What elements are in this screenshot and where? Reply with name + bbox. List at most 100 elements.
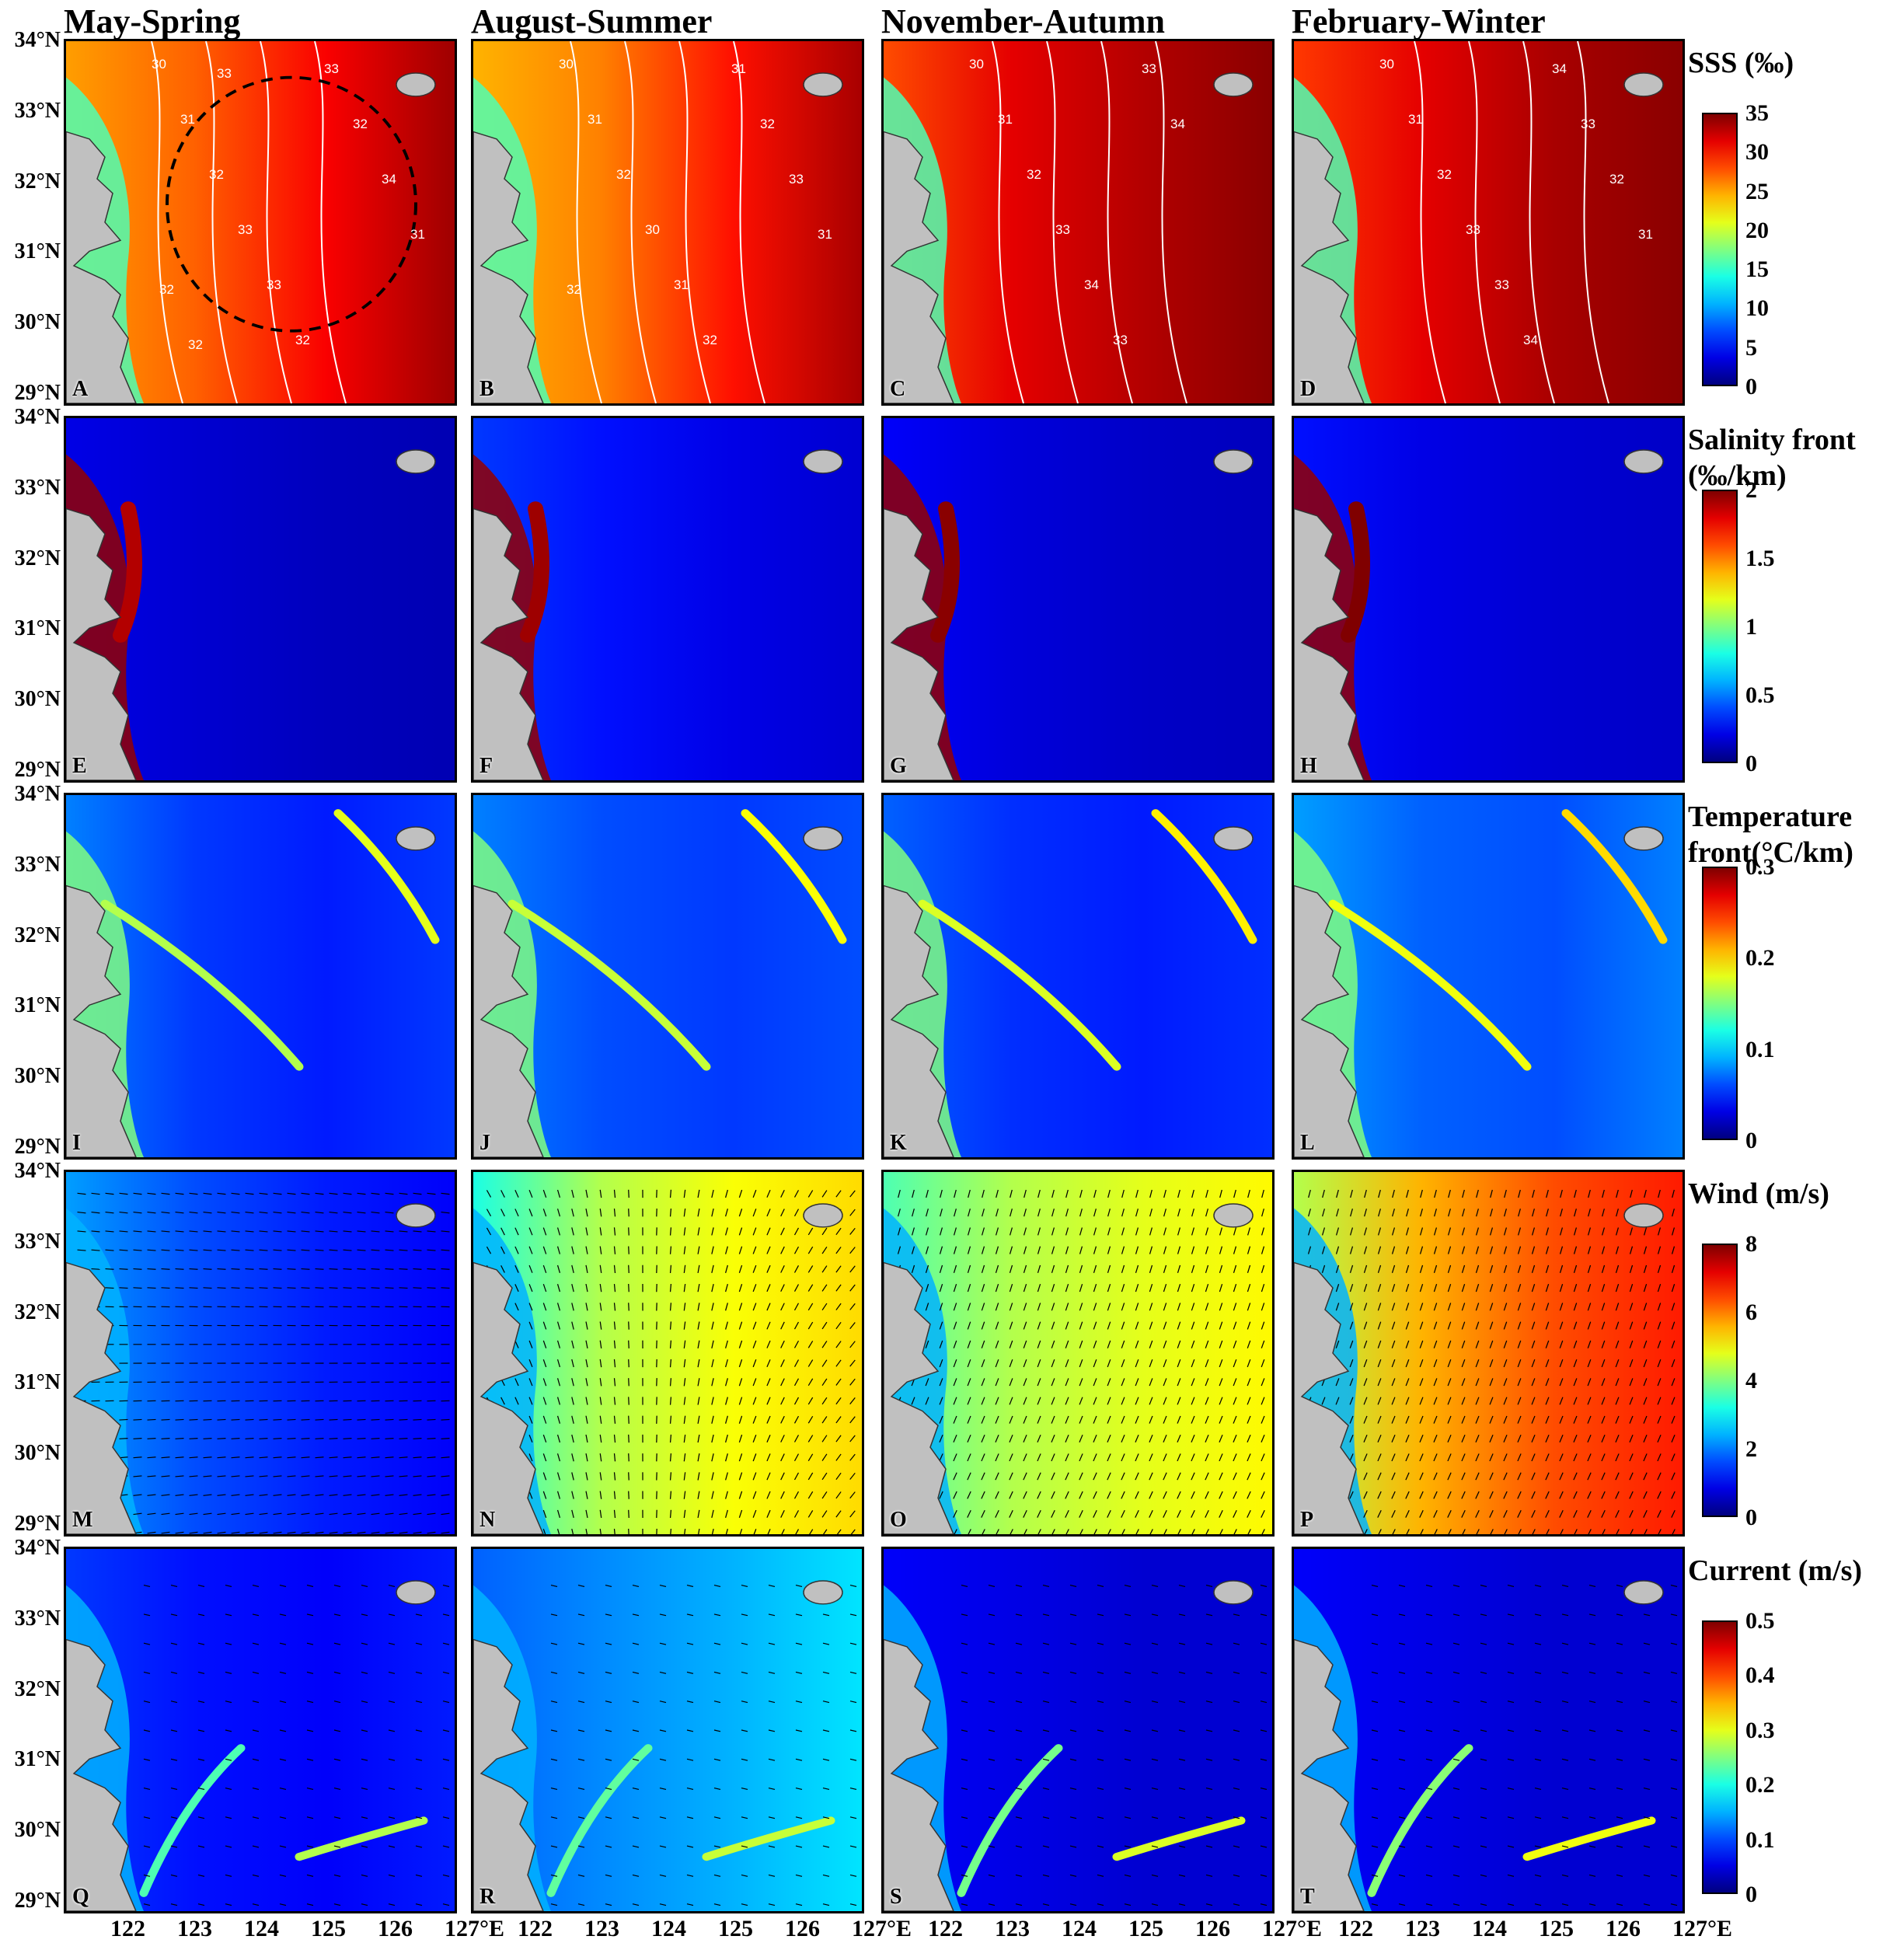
wind-arrow [585, 1246, 588, 1254]
wind-arrow [542, 1227, 547, 1236]
current-arrow [1097, 1701, 1104, 1704]
wind-arrow [315, 1531, 324, 1534]
wind-arrow [1461, 1434, 1466, 1442]
front-streak [1112, 1816, 1246, 1861]
field-background [884, 1172, 1272, 1534]
current-arrow [1015, 1787, 1023, 1790]
wind-arrow [1023, 1321, 1027, 1330]
wind-arrow [77, 1192, 86, 1195]
wind-arrow [1023, 1189, 1027, 1198]
wind-arrow [245, 1249, 254, 1251]
wind-arrow [1475, 1378, 1480, 1387]
current-arrow [1425, 1613, 1433, 1617]
wind-arrow [1475, 1340, 1480, 1348]
panel-label: A [72, 377, 89, 401]
wind-arrow [1489, 1246, 1494, 1254]
colorbar-tick: 10 [1745, 295, 1769, 322]
current-arrow [659, 1816, 667, 1819]
wind-arrow [133, 1512, 142, 1516]
mainland-land [884, 884, 954, 1157]
current-arrow [768, 1903, 776, 1906]
current-arrow [197, 1845, 205, 1848]
wind-arrow [683, 1283, 686, 1292]
wind-arrow [1503, 1321, 1508, 1330]
wind-arrow [697, 1283, 700, 1292]
current-arrow [333, 1816, 341, 1819]
wind-arrow [911, 1265, 915, 1273]
map-panel: G [881, 416, 1275, 783]
current-arrow [659, 1903, 667, 1906]
current-arrow [795, 1903, 803, 1906]
wind-arrow [1433, 1434, 1438, 1442]
wind-arrow [315, 1512, 324, 1516]
wind-arrow [1051, 1227, 1055, 1236]
wind-arrow [399, 1287, 408, 1289]
current-arrow [1178, 1874, 1186, 1877]
wind-arrow [683, 1265, 686, 1274]
wind-arrow [1205, 1415, 1209, 1424]
jeju-island [396, 1203, 436, 1228]
wind-arrow [329, 1287, 338, 1289]
wind-arrow [371, 1230, 380, 1233]
wind-arrow [835, 1453, 842, 1461]
current-arrow [1452, 1787, 1460, 1790]
wind-arrow [1149, 1472, 1153, 1481]
wind-arrow [1629, 1340, 1634, 1348]
current-arrow [1233, 1671, 1240, 1674]
wind-arrow [613, 1303, 616, 1311]
contour-label: 31 [731, 61, 746, 76]
colorbar-tick: 30 [1745, 139, 1769, 166]
wind-arrow [835, 1303, 842, 1310]
wind-arrow [1261, 1509, 1265, 1518]
wind-arrow [1433, 1321, 1438, 1330]
wind-arrow [849, 1378, 856, 1386]
wind-arrow [1205, 1453, 1209, 1462]
wind-arrow [1573, 1397, 1578, 1405]
wind-arrow [967, 1397, 971, 1405]
current-arrow [1371, 1758, 1379, 1761]
current-arrow [1233, 1642, 1240, 1645]
wind-arrow [1489, 1434, 1494, 1442]
wind-arrow [1461, 1246, 1466, 1254]
wind-arrow [1261, 1359, 1265, 1368]
wind-arrow [1461, 1265, 1466, 1273]
wind-arrow [1321, 1265, 1326, 1273]
wind-arrow [683, 1434, 686, 1443]
wind-arrow [925, 1227, 929, 1236]
current-arrow [279, 1585, 287, 1588]
current-arrow [686, 1642, 694, 1645]
wind-arrow [1545, 1359, 1550, 1368]
wind-arrow [1391, 1378, 1396, 1387]
colorbar-tick: 20 [1745, 217, 1769, 243]
wind-arrow [1517, 1340, 1522, 1348]
colorbar-title: Temperature front(°C/km) [1688, 801, 1853, 869]
wind-arrow [1629, 1415, 1634, 1424]
wind-arrow [1163, 1265, 1167, 1273]
wind-arrow [1233, 1378, 1237, 1387]
jeju-island [1213, 72, 1254, 97]
wind-arrow [981, 1246, 985, 1254]
wind-arrow [259, 1456, 268, 1459]
wind-arrow [1307, 1227, 1312, 1236]
current-arrow [1178, 1729, 1186, 1732]
current-arrow [605, 1585, 612, 1588]
wind-arrow [738, 1472, 743, 1481]
wind-arrow [1490, 1209, 1493, 1217]
wind-arrow [1191, 1189, 1194, 1198]
wind-arrow [1177, 1453, 1181, 1462]
wind-arrow [1065, 1340, 1069, 1348]
wind-arrow [556, 1453, 561, 1462]
current-arrow [605, 1701, 612, 1704]
wind-arrow [1532, 1209, 1535, 1217]
wind-arrow [1657, 1491, 1662, 1499]
current-arrow [632, 1874, 640, 1877]
wind-arrow [599, 1434, 602, 1443]
wind-arrow [1377, 1246, 1382, 1254]
wind-arrow [1503, 1509, 1508, 1518]
wind-arrow [1601, 1415, 1606, 1424]
wind-arrow [1461, 1284, 1466, 1292]
wind-arrow [1205, 1491, 1209, 1499]
wind-arrow [780, 1321, 785, 1330]
wind-arrow [1135, 1359, 1139, 1368]
wind-arrow [1163, 1359, 1167, 1368]
